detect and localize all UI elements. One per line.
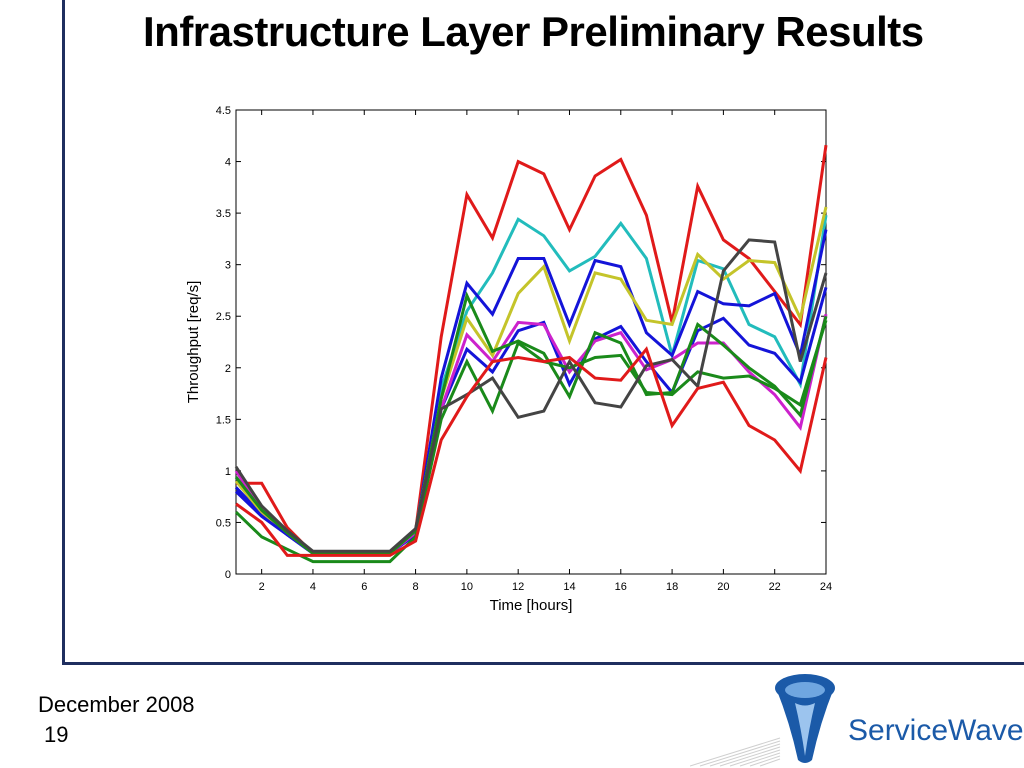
x-axis-label: Time [hours] <box>490 597 573 614</box>
y-tick-label: 0 <box>225 569 231 581</box>
y-tick-label: 4 <box>225 157 231 169</box>
y-tick-label: 2.5 <box>216 311 231 323</box>
x-tick-label: 6 <box>361 581 367 593</box>
x-tick-label: 20 <box>717 581 729 593</box>
series-line-8 <box>234 319 828 564</box>
y-tick-label: 2 <box>225 363 231 375</box>
y-tick-label: 3.5 <box>216 208 231 220</box>
series-line-7 <box>234 291 828 555</box>
logo-hatch-pattern <box>690 737 781 767</box>
x-tick-label: 18 <box>666 581 678 593</box>
logo-funnel-icon <box>775 674 835 763</box>
x-tick-label: 24 <box>820 581 832 593</box>
slide-frame-left-rule <box>62 0 65 665</box>
footer-page-number: 19 <box>44 722 69 747</box>
x-tick-label: 10 <box>461 581 473 593</box>
logo-wordmark: ServiceWave <box>848 714 1024 747</box>
x-tick-label: 14 <box>563 581 575 593</box>
series-line-9 <box>234 238 828 553</box>
slide-title: Infrastructure Layer Preliminary Results <box>143 8 924 55</box>
plot-area-frame <box>235 109 827 575</box>
y-tick-label: 0.5 <box>216 517 231 529</box>
footer-date: December 2008 <box>38 692 195 717</box>
x-tick-label: 12 <box>512 581 524 593</box>
y-tick-label: 3 <box>225 260 231 272</box>
throughput-line-chart: 2 4 6 8 10 12 14 16 18 20 22 2400.511.522.533.544.5… <box>185 105 832 614</box>
y-tick-label: 4.5 <box>216 105 231 117</box>
slide-frame-bottom-rule <box>62 662 1024 665</box>
series-line-10 <box>235 346 828 557</box>
x-tick-label: 22 <box>769 581 781 593</box>
x-tick-label: 8 <box>413 581 419 593</box>
x-tick-label: 2 <box>259 581 265 593</box>
x-tick-label: 16 <box>615 581 627 593</box>
y-axis-label: Throughput [req/s] <box>185 281 202 404</box>
y-tick-label: 1 <box>225 466 231 478</box>
x-tick-label: 4 <box>310 581 316 593</box>
y-tick-label: 1.5 <box>216 414 231 426</box>
servicewave-logo: ServiceWave <box>690 674 1024 767</box>
